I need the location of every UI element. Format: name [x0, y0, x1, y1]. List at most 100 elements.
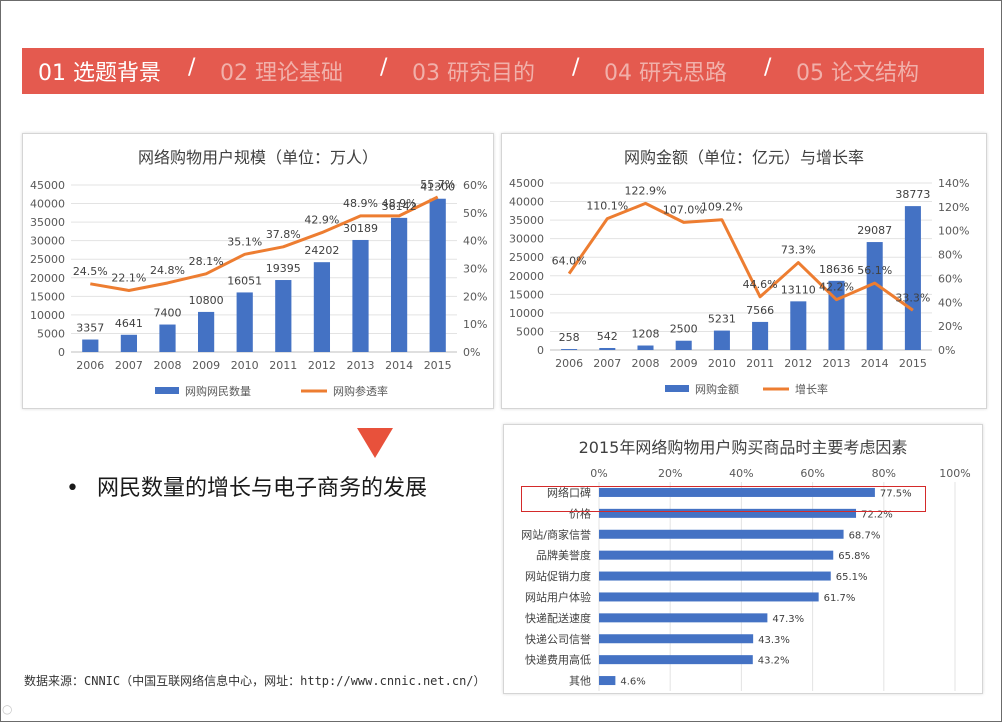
amount-chart-bar: [904, 206, 921, 350]
amount-chart-line-label: 64.0%: [552, 255, 587, 268]
users-chart-left-tick: 20000: [30, 272, 65, 285]
factors-chart-bar: [599, 613, 768, 623]
amount-chart-right-tick: 80%: [938, 249, 962, 262]
amount-chart-x-tick: 2006: [555, 357, 583, 370]
amount-chart-line-label: 73.3%: [781, 244, 816, 257]
factors-chart-x-tick: 60%: [800, 467, 824, 480]
users-chart-bar: [352, 239, 369, 352]
factors-chart-bar: [599, 655, 753, 665]
amount-chart-line: [567, 201, 914, 312]
amount-chart-right-tick: 20%: [938, 320, 962, 333]
nav-tab-purpose[interactable]: 03 研究目的: [412, 61, 535, 86]
factors-chart-x-tick: 20%: [658, 467, 682, 480]
users-chart-left-tick: 40000: [30, 198, 65, 211]
users-chart-line-label: 22.1%: [111, 271, 146, 284]
nav-tab-background[interactable]: 01 选题背景: [38, 61, 161, 86]
users-chart-panel: 网络购物用户规模（单位：万人） 0 5000 10000 15000 20000 25000…: [22, 133, 494, 409]
amount-chart-bar-label: 7566: [746, 304, 774, 317]
amount-chart-line-label: 33.3%: [895, 291, 930, 304]
nav-separator: /: [572, 55, 580, 80]
amount-chart-x-tick: 2007: [593, 357, 621, 370]
amount-chart-left-tick: 35000: [509, 214, 544, 227]
bullet-dot: •: [66, 476, 79, 501]
data-source-note: 数据来源：CNNIC（中国互联网络信息中心，网址：http://www.cnni…: [24, 674, 486, 688]
amount-chart-line-label: 42.2%: [819, 281, 854, 294]
section-nav-bar: 01 选题背景 / 02 理论基础 / 03 研究目的 / 04 研究思路 / …: [22, 48, 984, 94]
users-chart-line-label: 35.1%: [227, 235, 262, 248]
factors-chart-bar: [599, 487, 875, 497]
amount-chart-bar-label: 38773: [895, 188, 930, 201]
factors-chart-value-label: 61.7%: [824, 593, 856, 604]
amount-chart-bar: [675, 340, 692, 350]
factors-chart-category-label: 快递配送速度: [525, 611, 591, 625]
users-chart-bar: [197, 311, 215, 352]
amount-chart-bar-label: 1208: [632, 328, 660, 341]
factors-chart-category-label: 网站促销力度: [525, 569, 591, 583]
users-chart-bar: [390, 217, 408, 352]
users-chart-line-label: 24.8%: [150, 264, 185, 277]
users-chart-bar-label: 4641: [115, 317, 143, 330]
amount-chart-x-tick: 2013: [823, 357, 851, 370]
factors-chart-x-tick: 100%: [939, 467, 970, 480]
amount-chart-left-tick: 30000: [509, 233, 544, 246]
amount-chart: 网购金额（单位：亿元）与增长率0500010000150002000025000…: [509, 148, 969, 396]
users-chart-x-tick: 2008: [154, 359, 182, 372]
users-chart-x-tick: 2012: [308, 359, 336, 372]
users-chart-left-tick: 5000: [37, 327, 65, 340]
users-chart: 网络购物用户规模（单位：万人） 0 5000 10000 15000 20000 25000…: [30, 148, 487, 398]
users-chart-x-tick: 2007: [115, 359, 143, 372]
nav-separator: /: [380, 55, 388, 80]
amount-chart-left-tick: 5000: [516, 325, 544, 338]
users-chart-line: [90, 195, 439, 292]
nav-tab-structure[interactable]: 05 论文结构: [796, 61, 919, 86]
highlight-box: [521, 486, 926, 512]
users-chart-bar-label: 41300: [420, 181, 455, 194]
amount-chart-right-tick: 0%: [938, 344, 955, 357]
users-chart-line-label: 48.9%: [343, 197, 378, 210]
amount-chart-line-label: 44.6%: [743, 278, 778, 291]
factors-chart-bar: [599, 634, 754, 644]
amount-chart-title: 网购金额（单位：亿元）与增长率: [624, 148, 864, 167]
amount-chart-panel: 网购金额（单位：亿元）与增长率 0 5000 10000 15000 20000 25000…: [501, 133, 987, 409]
factors-chart-bar: [599, 571, 831, 581]
factors-chart-bar: [599, 550, 834, 560]
users-chart-bar-label: 16051: [227, 274, 262, 287]
amount-chart-legend-line-label: 增长率: [795, 382, 828, 396]
amount-chart-x-tick: 2009: [670, 357, 698, 370]
amount-chart-x-tick: 2011: [746, 357, 774, 370]
factors-chart-bar: [599, 676, 616, 686]
users-chart-x-tick: 2013: [347, 359, 375, 372]
amount-chart-bar: [866, 242, 883, 350]
users-chart-x-tick: 2014: [385, 359, 413, 372]
circle-icon: ○: [2, 702, 13, 716]
amount-chart-bar-label: 5231: [708, 313, 736, 326]
factors-chart-title: 2015年网络购物用户购买商品时主要考虑因素: [579, 438, 908, 457]
factors-chart-category-label: 网站用户体验: [525, 590, 591, 604]
nav-tab-theory[interactable]: 02 理论基础: [220, 61, 343, 86]
users-chart-right-tick: 60%: [463, 179, 487, 192]
amount-chart-left-tick: 20000: [509, 270, 544, 283]
amount-chart-left-tick: 25000: [509, 251, 544, 264]
users-chart-line-label: 55.7%: [420, 178, 455, 191]
amount-chart-bar-label: 18636: [819, 263, 854, 276]
users-chart-line-label: 42.9%: [304, 214, 339, 227]
nav-tab-approach[interactable]: 04 研究思路: [604, 61, 727, 86]
amount-chart-x-tick: 2008: [632, 357, 660, 370]
amount-chart-bar: [790, 301, 807, 350]
users-chart-legend-line-label: 网购参透率: [333, 384, 388, 398]
amount-chart-right-tick: 40%: [938, 296, 962, 309]
amount-chart-bar-label: 542: [597, 330, 618, 343]
factors-chart-value-label: 43.2%: [758, 656, 790, 667]
users-chart-right-tick: 50%: [463, 207, 487, 220]
users-chart-x-tick: 2010: [231, 359, 259, 372]
factors-chart-value-label: 68.7%: [849, 530, 881, 541]
amount-chart-left-tick: 45000: [509, 177, 544, 190]
users-chart-title: 网络购物用户规模（单位：万人）: [138, 148, 378, 167]
users-chart-right-tick: 10%: [463, 318, 487, 331]
factors-chart-x-tick: 80%: [872, 467, 896, 480]
amount-chart-right-tick: 120%: [938, 201, 969, 214]
factors-chart-bar: [599, 592, 819, 602]
factors-chart-category-label: 网络口碑: [547, 485, 591, 499]
users-chart-left-tick: 25000: [30, 253, 65, 266]
factors-chart-value-label: 72.2%: [861, 509, 893, 520]
